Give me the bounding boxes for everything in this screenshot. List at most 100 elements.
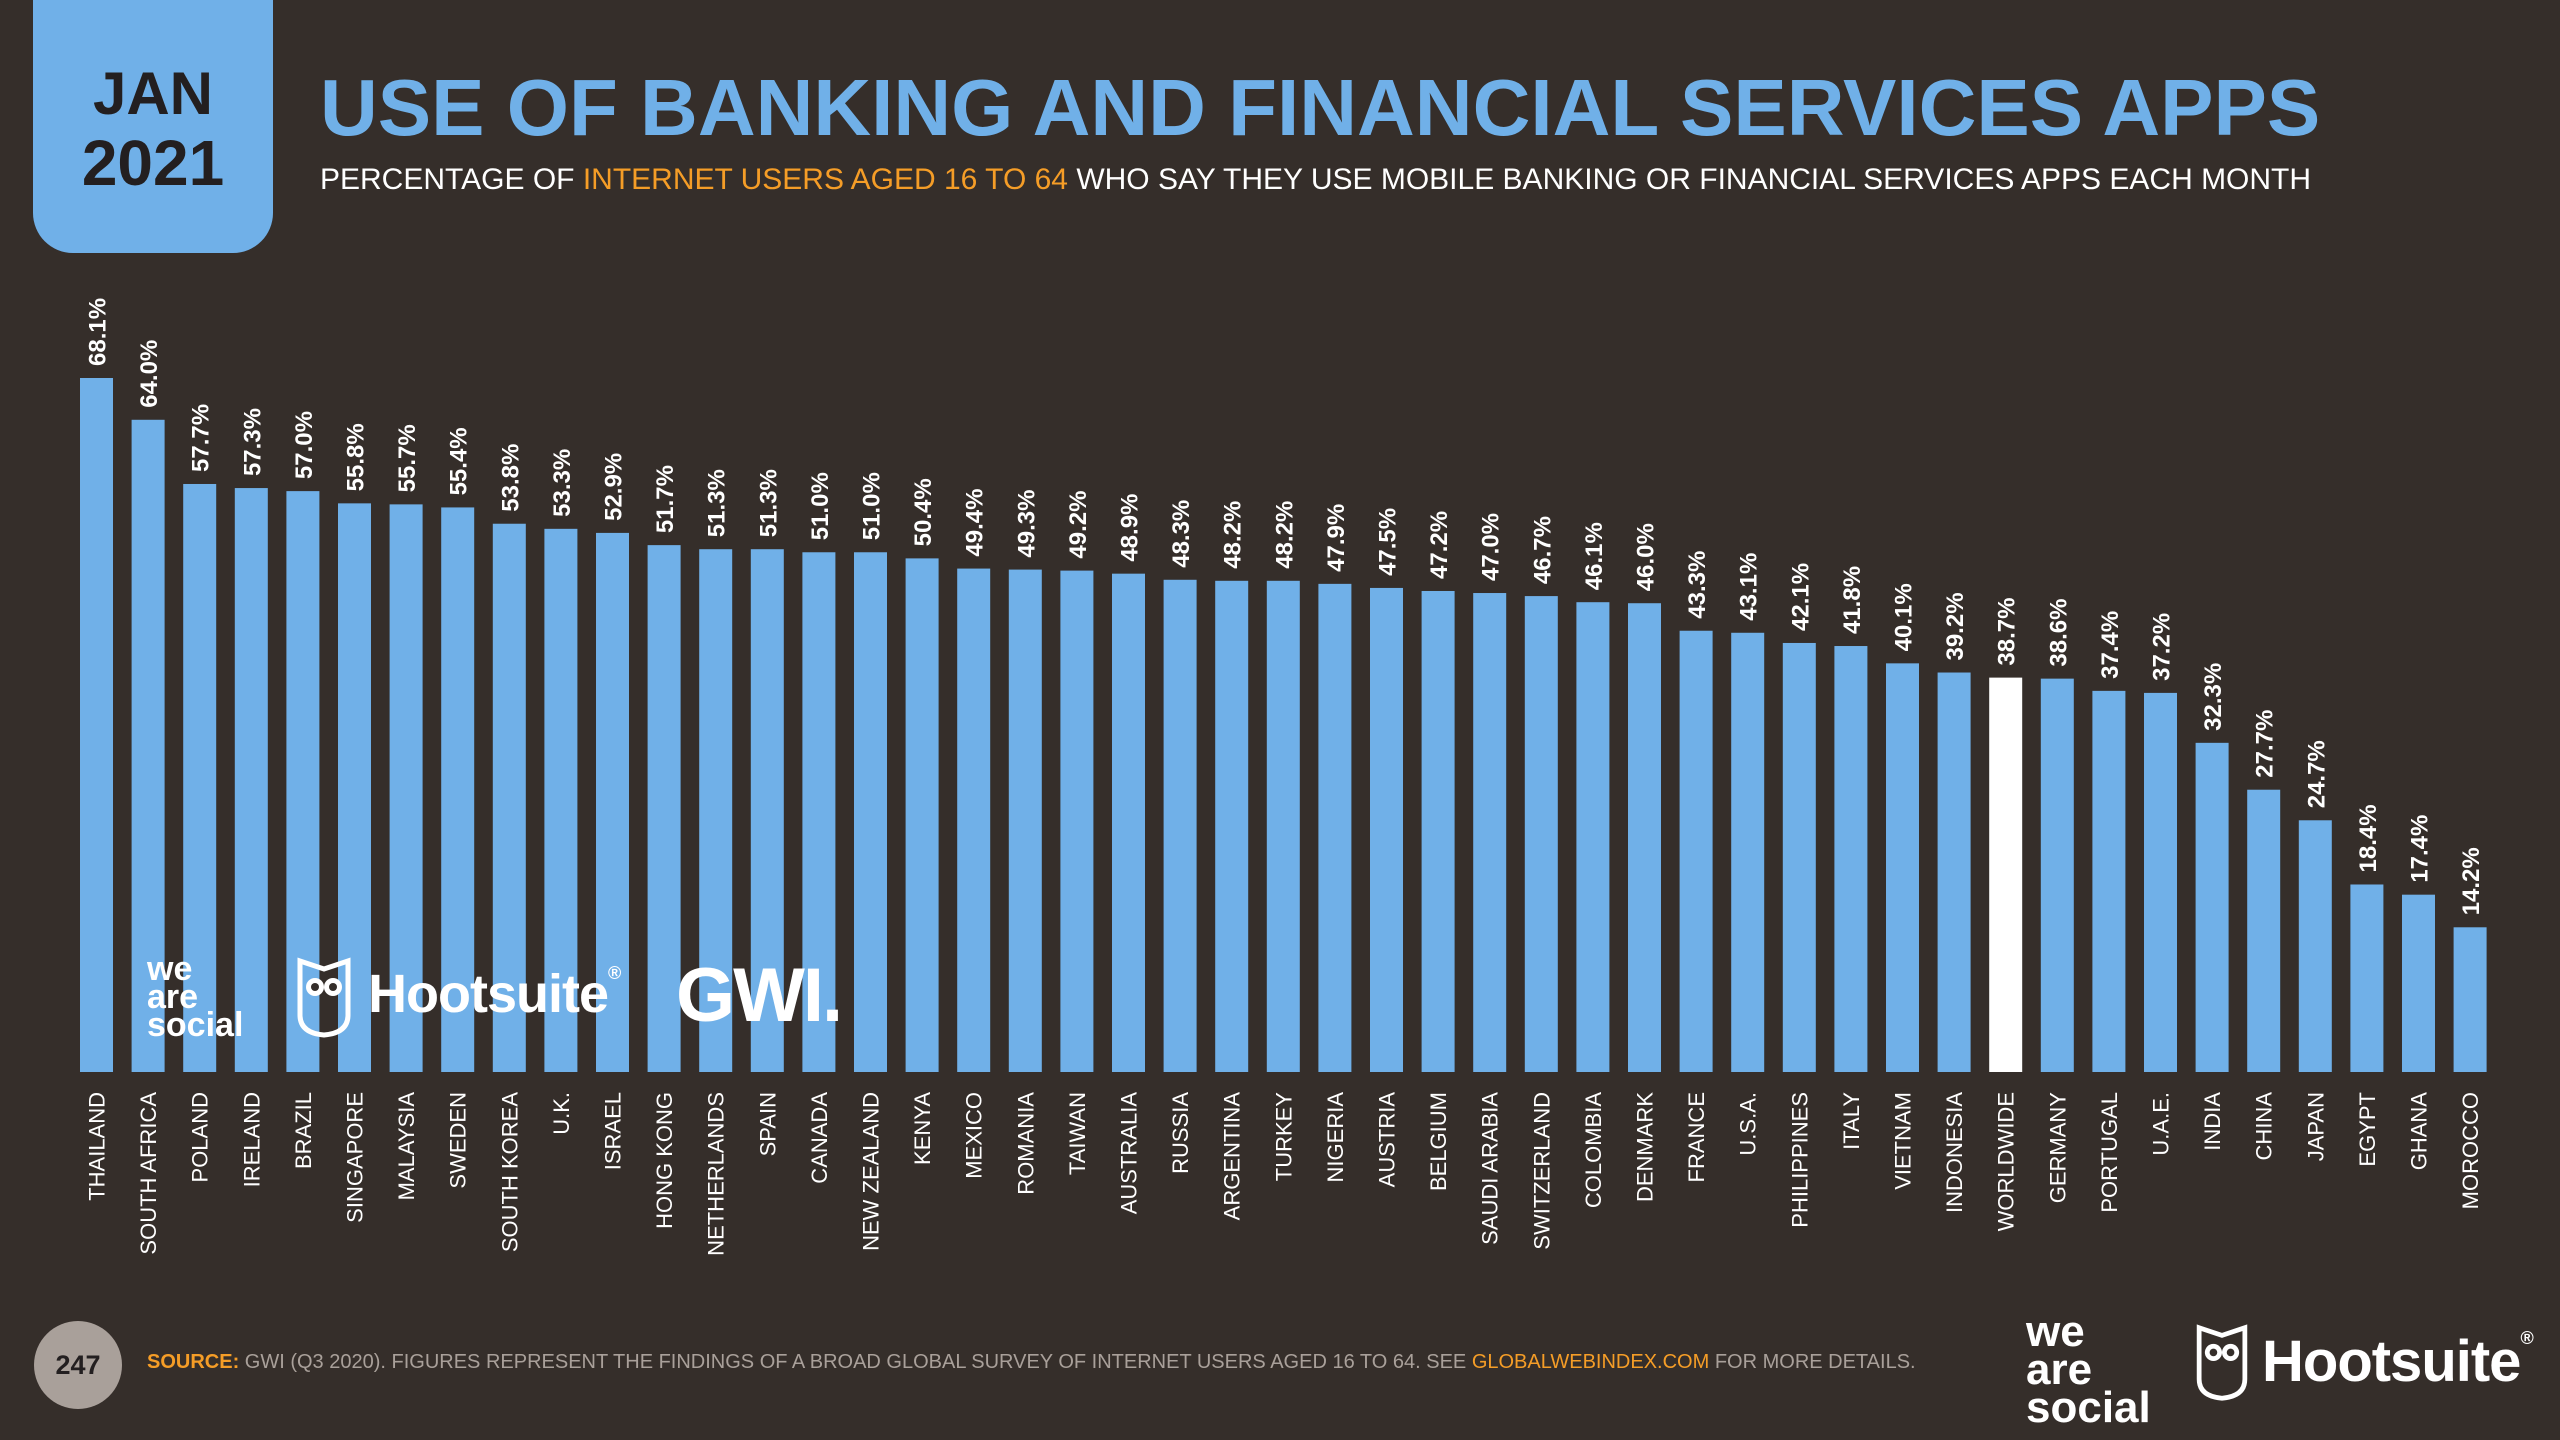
category-label-brazil: BRAZIL <box>291 1092 316 1169</box>
category-label-vietnam: VIETNAM <box>1891 1092 1916 1190</box>
value-label-indonesia: 39.2% <box>1942 592 1969 660</box>
bar-canada <box>802 552 836 1072</box>
registered-mark: ® <box>608 963 621 983</box>
hootsuite-logo: Hootsuite® <box>368 963 621 1025</box>
bar-saudi-arabia <box>1473 593 1507 1072</box>
bar-germany <box>2040 678 2074 1072</box>
value-label-ireland: 57.3% <box>239 408 266 476</box>
value-label-worldwide: 38.7% <box>1994 598 2021 666</box>
category-label-south-korea: SOUTH KOREA <box>497 1092 522 1252</box>
category-label-argentina: ARGENTINA <box>1220 1092 1245 1221</box>
category-label-australia: AUSTRALIA <box>1117 1092 1142 1215</box>
value-label-ghana: 17.4% <box>2407 815 2434 883</box>
hootsuite-footer-owl-icon <box>2196 1324 2248 1401</box>
subtitle-pre: PERCENTAGE OF <box>320 163 583 196</box>
bar-south-africa <box>131 419 165 1072</box>
value-label-romania: 49.3% <box>1013 490 1040 558</box>
bar-new-zealand <box>854 552 887 1072</box>
bar-israel <box>596 532 629 1072</box>
subtitle-highlight: INTERNET USERS AGED 16 TO 64 <box>582 163 1068 196</box>
page-number: 247 <box>34 1321 122 1409</box>
category-label-saudi-arabia: SAUDI ARABIA <box>1478 1092 1503 1245</box>
bar-south-korea <box>492 523 526 1072</box>
category-label-malaysia: MALAYSIA <box>394 1092 419 1201</box>
category-label-germany: GERMANY <box>2045 1092 2070 1204</box>
bar-u-k <box>544 528 578 1072</box>
value-label-china: 27.7% <box>2252 710 2279 778</box>
category-label-hong-kong: HONG KONG <box>652 1092 677 1229</box>
bar-china <box>2247 789 2281 1072</box>
bar-morocco <box>2453 927 2487 1072</box>
bar-switzerland <box>1524 596 1558 1072</box>
date-year: 2021 <box>81 127 225 199</box>
gwi-logo: GWI. <box>676 953 843 1038</box>
we-are-social-logo: we are social <box>147 950 243 1042</box>
bar-denmark <box>1628 603 1661 1072</box>
category-label-egypt: EGYPT <box>2355 1092 2380 1167</box>
value-label-u-k: 53.3% <box>549 449 576 517</box>
category-label-france: FRANCE <box>1684 1092 1709 1182</box>
category-label-israel: ISRAEL <box>601 1092 626 1170</box>
value-label-philippines: 42.1% <box>1787 563 1814 631</box>
category-label-ghana: GHANA <box>2407 1092 2432 1171</box>
category-label-turkey: TURKEY <box>1271 1092 1296 1182</box>
value-label-japan: 24.7% <box>2303 740 2330 808</box>
page-title: USE OF BANKING AND FINANCIAL SERVICES AP… <box>320 63 2321 152</box>
category-label-india: INDIA <box>2200 1092 2225 1151</box>
bar-vietnam <box>1886 663 1919 1072</box>
value-label-russia: 48.3% <box>1168 500 1195 568</box>
value-label-turkey: 48.2% <box>1271 501 1298 569</box>
value-label-egypt: 18.4% <box>2355 804 2382 872</box>
category-label-indonesia: INDONESIA <box>1942 1092 1967 1213</box>
value-label-france: 43.3% <box>1684 551 1711 619</box>
value-label-israel: 52.9% <box>601 453 628 521</box>
value-label-saudi-arabia: 47.0% <box>1478 513 1505 581</box>
value-label-kenya: 50.4% <box>910 478 937 546</box>
value-label-brazil: 57.0% <box>291 411 318 479</box>
category-label-poland: POLAND <box>188 1092 213 1182</box>
logo-word-we: we <box>147 950 193 988</box>
bar-romania <box>1008 569 1042 1072</box>
bar-colombia <box>1576 602 1610 1072</box>
footer-logo-word-social: social <box>2026 1383 2151 1432</box>
value-label-italy: 41.8% <box>1839 566 1866 634</box>
value-label-malaysia: 55.7% <box>394 424 421 492</box>
value-label-colombia: 46.1% <box>1581 522 1608 590</box>
category-label-morocco: MOROCCO <box>2458 1092 2483 1209</box>
category-label-netherlands: NETHERLANDS <box>704 1092 729 1256</box>
bar-turkey <box>1266 580 1300 1072</box>
bar-france <box>1679 630 1713 1072</box>
source-note: SOURCE: GWI (Q3 2020). FIGURES REPRESENT… <box>147 1351 1916 1374</box>
hootsuite-footer-logo: Hootsuite® <box>2262 1328 2534 1395</box>
value-label-belgium: 47.2% <box>1426 511 1453 579</box>
source-tail: FOR MORE DETAILS. <box>1709 1351 1916 1373</box>
category-label-china: CHINA <box>2252 1092 2277 1161</box>
category-label-mexico: MEXICO <box>962 1092 987 1179</box>
value-label-canada: 51.0% <box>807 472 834 540</box>
category-label-sweden: SWEDEN <box>446 1092 471 1189</box>
category-label-u-a-e: U.A.E. <box>2149 1092 2174 1156</box>
category-label-u-s-a: U.S.A. <box>1736 1092 1761 1156</box>
value-label-australia: 48.9% <box>1117 494 1144 562</box>
bar-ireland <box>234 488 268 1073</box>
category-label-u-k: U.K. <box>549 1092 574 1135</box>
value-label-switzerland: 46.7% <box>1529 516 1556 584</box>
bar-singapore <box>338 503 371 1072</box>
value-label-denmark: 46.0% <box>1633 523 1660 591</box>
value-label-spain: 51.3% <box>755 469 782 537</box>
bar-worldwide <box>1989 677 2023 1072</box>
value-label-vietnam: 40.1% <box>1891 583 1918 651</box>
category-label-denmark: DENMARK <box>1633 1092 1658 1202</box>
category-label-portugal: PORTUGAL <box>2097 1092 2122 1213</box>
bar-belgium <box>1421 590 1455 1072</box>
source-link[interactable]: GLOBALWEBINDEX.COM <box>1471 1351 1710 1373</box>
bar-australia <box>1112 573 1145 1072</box>
bar-india <box>2195 742 2229 1072</box>
value-label-morocco: 14.2% <box>2458 847 2485 915</box>
bar-brazil <box>286 491 320 1072</box>
value-label-taiwan: 49.2% <box>1065 491 1092 559</box>
hootsuite-owl-icon <box>297 957 351 1038</box>
category-label-kenya: KENYA <box>910 1092 935 1165</box>
bar-portugal <box>2092 690 2126 1072</box>
bar-italy <box>1834 646 1868 1072</box>
